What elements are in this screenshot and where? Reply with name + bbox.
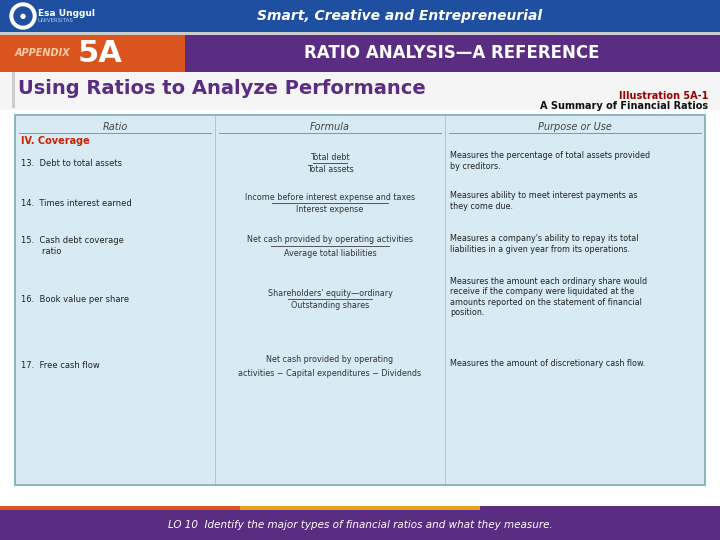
Text: Net cash provided by operating activities: Net cash provided by operating activitie…	[247, 235, 413, 245]
Text: Measures the percentage of total assets provided
by creditors.: Measures the percentage of total assets …	[450, 151, 650, 171]
Bar	[15, 115, 705, 485]
Text: Smart, Creative and Entrepreneurial: Smart, Creative and Entrepreneurial	[258, 9, 543, 23]
Bar	[185, 35, 720, 72]
Text: Total assets: Total assets	[307, 165, 354, 174]
Text: activities − Capital expenditures − Dividends: activities − Capital expenditures − Divi…	[238, 368, 422, 377]
Bar	[0, 72, 720, 110]
Text: ●: ●	[20, 13, 26, 19]
Text: Using Ratios to Analyze Performance: Using Ratios to Analyze Performance	[18, 79, 426, 98]
Bar	[0, 510, 720, 540]
Text: Net cash provided by operating: Net cash provided by operating	[266, 355, 394, 364]
Text: 15.  Cash debt coverage
        ratio: 15. Cash debt coverage ratio	[21, 237, 124, 256]
Text: LO 10  Identify the major types of financial ratios and what they measure.: LO 10 Identify the major types of financ…	[168, 520, 552, 530]
Text: Measures ability to meet interest payments as
they come due.: Measures ability to meet interest paymen…	[450, 191, 637, 211]
Text: Outstanding shares: Outstanding shares	[291, 301, 369, 310]
Text: 14.  Times interest earned: 14. Times interest earned	[21, 199, 132, 207]
Bar	[0, 506, 240, 510]
Text: Average total liabilities: Average total liabilities	[284, 248, 377, 258]
Text: A Summary of Financial Ratios: A Summary of Financial Ratios	[540, 101, 708, 111]
Text: Income before interest expense and taxes: Income before interest expense and taxes	[245, 192, 415, 201]
Bar	[0, 32, 720, 35]
Text: Measures the amount of discretionary cash flow.: Measures the amount of discretionary cas…	[450, 360, 645, 368]
Bar	[240, 506, 480, 510]
Text: 5A: 5A	[78, 38, 122, 68]
Bar	[12, 72, 15, 108]
Circle shape	[10, 3, 36, 29]
Text: Formula: Formula	[310, 122, 350, 132]
Text: 13.  Debt to total assets: 13. Debt to total assets	[21, 159, 122, 167]
Text: Measures the amount each ordinary share would
receive if the company were liquid: Measures the amount each ordinary share …	[450, 277, 647, 317]
Bar	[0, 35, 185, 72]
Text: 17.  Free cash flow: 17. Free cash flow	[21, 361, 100, 370]
Text: Shareholders' equity—ordinary: Shareholders' equity—ordinary	[268, 288, 392, 298]
Text: APPENDIX: APPENDIX	[15, 48, 71, 58]
Text: Interest expense: Interest expense	[297, 206, 364, 214]
Text: RATIO ANALYSIS—A REFERENCE: RATIO ANALYSIS—A REFERENCE	[305, 44, 600, 62]
Text: Ratio: Ratio	[102, 122, 127, 132]
Bar	[0, 0, 720, 32]
Text: Illustration 5A-1: Illustration 5A-1	[618, 91, 708, 101]
Text: IV. Coverage: IV. Coverage	[21, 136, 90, 146]
Text: Esa Unggul: Esa Unggul	[38, 9, 95, 17]
Text: UNIVERSITAS: UNIVERSITAS	[38, 18, 74, 24]
Text: Measures a company's ability to repay its total
liabilities in a given year from: Measures a company's ability to repay it…	[450, 234, 639, 254]
Bar	[0, 30, 720, 510]
Text: Purpose or Use: Purpose or Use	[538, 122, 612, 132]
Circle shape	[14, 7, 32, 25]
Text: 16.  Book value per share: 16. Book value per share	[21, 294, 129, 303]
Bar	[480, 506, 720, 510]
Text: Total debt: Total debt	[310, 152, 350, 161]
